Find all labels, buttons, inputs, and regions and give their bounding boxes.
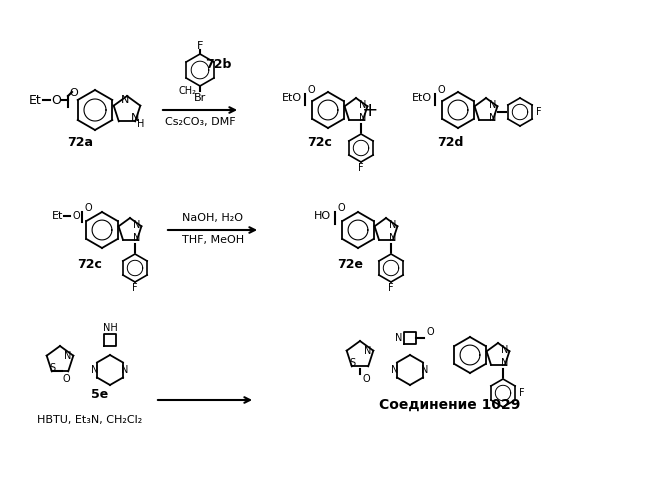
Text: N: N (121, 95, 129, 105)
Text: 72c: 72c (78, 258, 102, 270)
Text: O: O (307, 85, 315, 95)
Text: Et: Et (52, 211, 64, 221)
Text: F: F (388, 283, 394, 293)
Text: NaOH, H₂O: NaOH, H₂O (183, 213, 244, 223)
Text: 72e: 72e (337, 258, 363, 270)
Text: N: N (395, 333, 402, 343)
Text: N: N (489, 100, 497, 110)
Text: THF, MeOH: THF, MeOH (182, 235, 244, 245)
Text: O: O (72, 211, 80, 221)
Text: N: N (389, 233, 396, 243)
Text: N: N (489, 113, 497, 123)
Text: 72b: 72b (205, 58, 231, 71)
Text: F: F (519, 388, 525, 398)
Text: HO: HO (313, 211, 331, 221)
Text: S: S (349, 358, 355, 368)
Text: N: N (359, 100, 367, 110)
Text: O: O (84, 203, 92, 213)
Text: O: O (426, 327, 434, 337)
Text: N: N (92, 365, 99, 375)
Text: N: N (389, 220, 396, 230)
Text: N: N (133, 233, 141, 243)
Text: N: N (501, 358, 509, 368)
Text: EtO: EtO (282, 93, 302, 103)
Text: Соединение 1029: Соединение 1029 (379, 398, 521, 412)
Text: N: N (365, 346, 372, 356)
Text: CH₂: CH₂ (179, 86, 197, 96)
Text: NH: NH (103, 323, 118, 333)
Text: 72a: 72a (67, 136, 93, 148)
Text: O: O (63, 374, 70, 384)
Text: Et: Et (29, 94, 41, 106)
Text: O: O (51, 94, 61, 106)
Text: Cs₂CO₃, DMF: Cs₂CO₃, DMF (165, 117, 235, 127)
Text: N: N (501, 345, 509, 355)
Text: 72d: 72d (437, 136, 463, 148)
Text: 72c: 72c (307, 136, 333, 148)
Text: S: S (49, 363, 55, 373)
Text: O: O (70, 88, 78, 98)
Text: H: H (137, 119, 145, 129)
Text: Br: Br (194, 93, 206, 103)
Text: F: F (358, 163, 364, 173)
Text: +: + (362, 100, 378, 119)
Text: N: N (391, 365, 398, 375)
Text: N: N (64, 351, 72, 361)
Text: N: N (359, 113, 367, 123)
Text: N: N (131, 113, 139, 123)
Text: F: F (132, 283, 138, 293)
Text: O: O (337, 203, 345, 213)
Text: N: N (422, 365, 429, 375)
Text: F: F (197, 41, 203, 51)
Text: N: N (133, 220, 141, 230)
Text: N: N (122, 365, 129, 375)
Text: O: O (362, 374, 370, 384)
Text: F: F (537, 107, 542, 117)
Text: 5e: 5e (92, 388, 109, 402)
Text: O: O (437, 85, 445, 95)
Text: EtO: EtO (412, 93, 432, 103)
Text: HBTU, Et₃N, CH₂Cl₂: HBTU, Et₃N, CH₂Cl₂ (37, 415, 143, 425)
